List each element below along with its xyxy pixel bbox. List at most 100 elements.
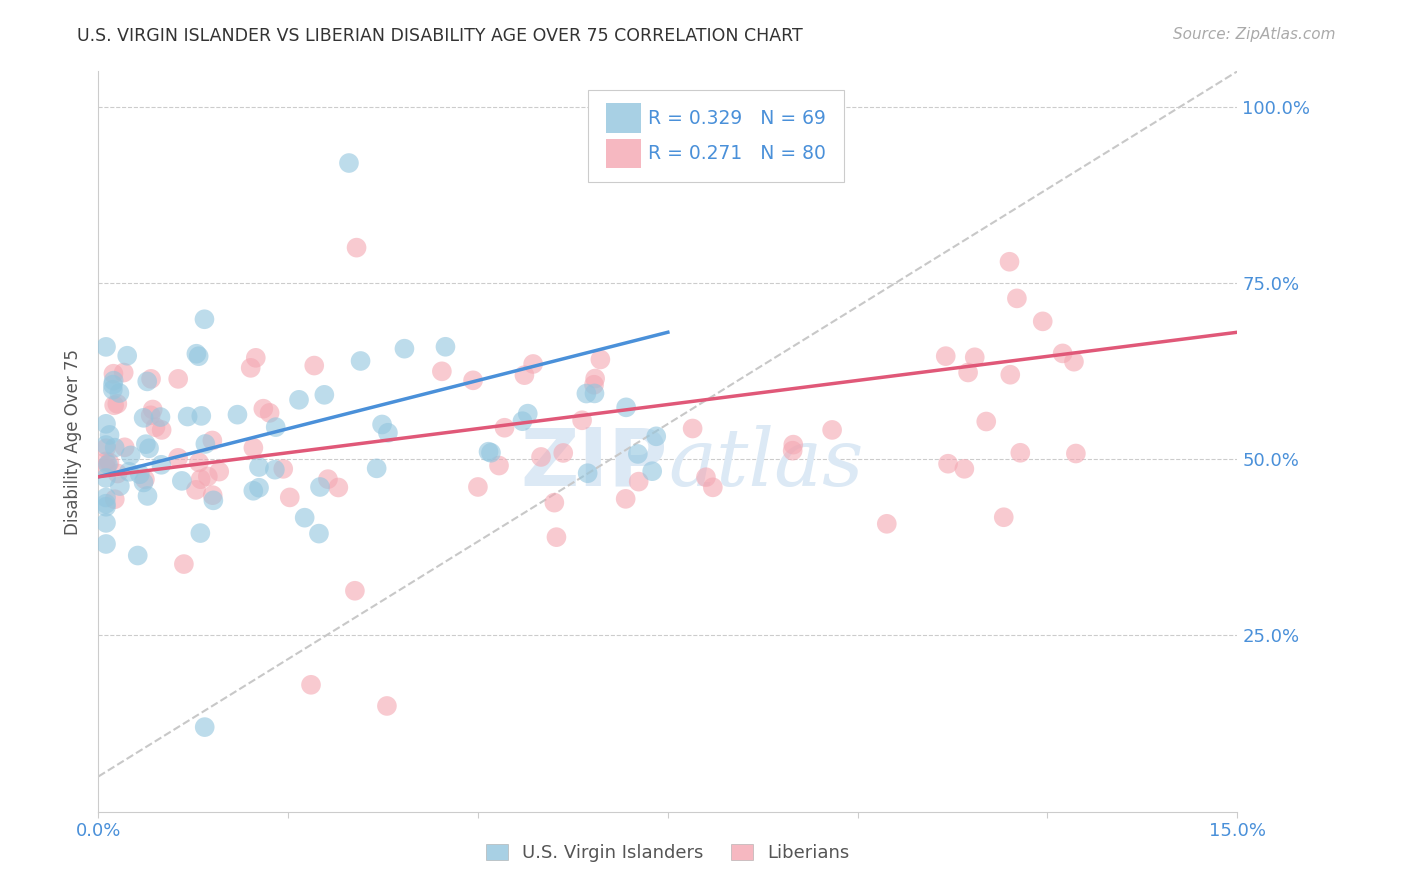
Point	[264, 420, 287, 434]
Point	[94, 417, 117, 431]
Point	[135, 437, 157, 451]
Point	[876, 516, 898, 531]
Point	[512, 414, 534, 428]
Point	[953, 462, 976, 476]
Point	[375, 698, 398, 713]
Point	[170, 474, 193, 488]
Point	[522, 357, 544, 371]
Point	[993, 510, 1015, 524]
Point	[187, 349, 209, 363]
Point	[145, 420, 167, 434]
Point	[479, 446, 502, 460]
Point	[103, 374, 125, 388]
Point	[202, 493, 225, 508]
Point	[1052, 346, 1074, 360]
Point	[98, 428, 121, 442]
Point	[641, 464, 664, 478]
Point	[302, 359, 325, 373]
Point	[194, 437, 217, 451]
Point	[488, 458, 510, 473]
Point	[104, 441, 127, 455]
Point	[271, 462, 294, 476]
Point	[782, 437, 804, 451]
Point	[343, 583, 366, 598]
Point	[94, 438, 117, 452]
Text: Source: ZipAtlas.com: Source: ZipAtlas.com	[1173, 27, 1336, 42]
Point	[308, 526, 330, 541]
Point	[477, 444, 499, 458]
Point	[94, 340, 117, 354]
Point	[108, 479, 131, 493]
Point	[434, 340, 457, 354]
Point	[242, 483, 264, 498]
Point	[571, 413, 593, 427]
Point	[614, 401, 637, 415]
Point	[101, 377, 124, 392]
FancyBboxPatch shape	[606, 139, 641, 169]
Point	[193, 312, 215, 326]
Point	[1064, 446, 1087, 460]
Point	[136, 489, 159, 503]
Point	[1005, 292, 1028, 306]
Point	[366, 461, 388, 475]
Point	[194, 720, 217, 734]
Point	[682, 421, 704, 435]
Point	[226, 408, 249, 422]
Point	[346, 241, 368, 255]
Point	[264, 463, 287, 477]
Point	[1010, 446, 1032, 460]
Point	[299, 678, 322, 692]
Point	[314, 388, 336, 402]
Point	[94, 442, 117, 456]
Point	[974, 415, 997, 429]
Text: R = 0.271   N = 80: R = 0.271 N = 80	[648, 144, 827, 163]
Point	[186, 347, 208, 361]
Point	[583, 386, 606, 401]
Point	[242, 441, 264, 455]
Point	[107, 467, 129, 481]
Point	[430, 364, 453, 378]
Point	[190, 472, 212, 486]
Point	[105, 397, 128, 411]
Point	[94, 537, 117, 551]
Point	[167, 450, 190, 465]
Legend: U.S. Virgin Islanders, Liberians: U.S. Virgin Islanders, Liberians	[479, 837, 856, 870]
Point	[553, 446, 575, 460]
Point	[627, 475, 650, 489]
Point	[118, 465, 141, 479]
Point	[259, 406, 281, 420]
Point	[1063, 354, 1085, 368]
Text: R = 0.329   N = 69: R = 0.329 N = 69	[648, 109, 827, 128]
Point	[239, 360, 262, 375]
Point	[309, 480, 332, 494]
FancyBboxPatch shape	[588, 90, 845, 183]
Point	[132, 410, 155, 425]
Point	[494, 421, 516, 435]
Point	[136, 375, 159, 389]
Point	[288, 392, 311, 407]
Point	[583, 377, 606, 392]
Point	[702, 480, 724, 494]
Point	[328, 480, 350, 494]
Point	[103, 398, 125, 412]
Point	[583, 371, 606, 385]
Point	[104, 492, 127, 507]
Point	[1032, 314, 1054, 328]
Point	[513, 368, 536, 383]
Y-axis label: Disability Age Over 75: Disability Age Over 75	[65, 349, 83, 534]
Point	[94, 460, 117, 475]
Point	[935, 349, 957, 363]
Point	[101, 383, 124, 397]
Point	[461, 373, 484, 387]
Point	[127, 549, 149, 563]
Point	[108, 386, 131, 401]
Point	[139, 372, 162, 386]
Point	[201, 434, 224, 448]
Point	[337, 156, 360, 170]
Point	[190, 526, 212, 541]
Point	[103, 367, 125, 381]
Point	[208, 465, 231, 479]
FancyBboxPatch shape	[606, 103, 641, 133]
Text: U.S. VIRGIN ISLANDER VS LIBERIAN DISABILITY AGE OVER 75 CORRELATION CHART: U.S. VIRGIN ISLANDER VS LIBERIAN DISABIL…	[77, 27, 803, 45]
Point	[371, 417, 394, 432]
